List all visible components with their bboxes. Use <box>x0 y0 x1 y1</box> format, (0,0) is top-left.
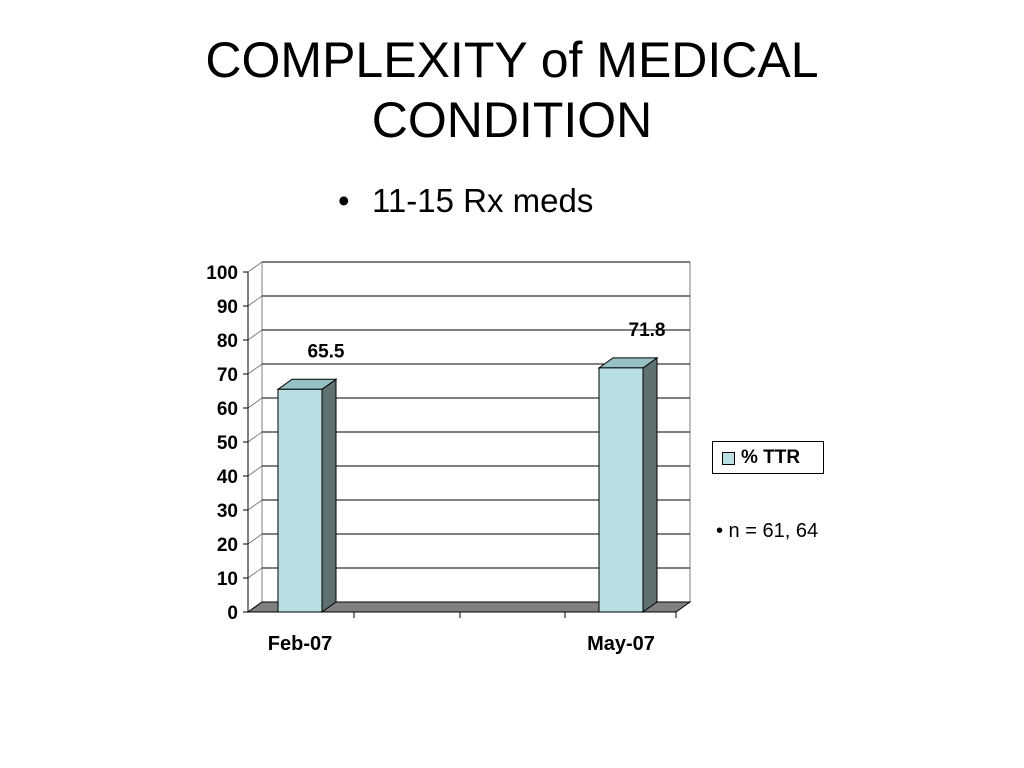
bar-side <box>642 356 658 613</box>
legend-swatch <box>722 452 735 465</box>
bar-data-label: 71.8 <box>629 320 666 341</box>
y-tick-label: 50 <box>217 433 238 454</box>
subtitle: • 11-15 Rx meds <box>338 180 593 222</box>
bar <box>277 388 323 613</box>
y-tick-label: 90 <box>217 297 238 318</box>
y-tick-label: 60 <box>217 399 238 420</box>
side-wall-line <box>247 329 263 341</box>
y-tick-label: 10 <box>217 569 238 590</box>
title-line-1: COMPLEXITY of MEDICAL <box>205 32 819 88</box>
side-wall-line <box>247 397 263 409</box>
side-wall-line <box>247 567 263 579</box>
bar-data-label: 65.5 <box>308 341 345 362</box>
side-wall-line <box>247 295 263 307</box>
y-tick-label: 20 <box>217 535 238 556</box>
x-tick-label: Feb-07 <box>268 633 332 655</box>
subtitle-bullet: • <box>338 182 350 219</box>
bar-side <box>321 378 337 613</box>
side-wall-line <box>247 431 263 443</box>
y-tick-label: 30 <box>217 501 238 522</box>
side-wall-line <box>247 261 263 273</box>
y-tick-label: 80 <box>217 331 238 352</box>
slide-title: COMPLEXITY of MEDICAL CONDITION <box>0 30 1024 150</box>
side-wall-line <box>247 499 263 511</box>
y-tick-label: 40 <box>217 467 238 488</box>
side-wall-line <box>247 363 263 375</box>
y-tick-label: 70 <box>217 365 238 386</box>
side-wall-line <box>247 533 263 545</box>
chart-legend: % TTR <box>712 441 824 474</box>
sample-size-note: • n = 61, 64 <box>716 520 819 542</box>
y-tick-label: 0 <box>227 603 238 624</box>
bar <box>598 367 644 613</box>
title-line-2: CONDITION <box>371 92 653 148</box>
y-tick-label: 100 <box>206 263 238 284</box>
side-wall-line <box>247 465 263 477</box>
subtitle-text: 11-15 Rx meds <box>372 182 594 219</box>
x-tick-label: May-07 <box>587 633 655 655</box>
legend-label: % TTR <box>741 447 801 468</box>
